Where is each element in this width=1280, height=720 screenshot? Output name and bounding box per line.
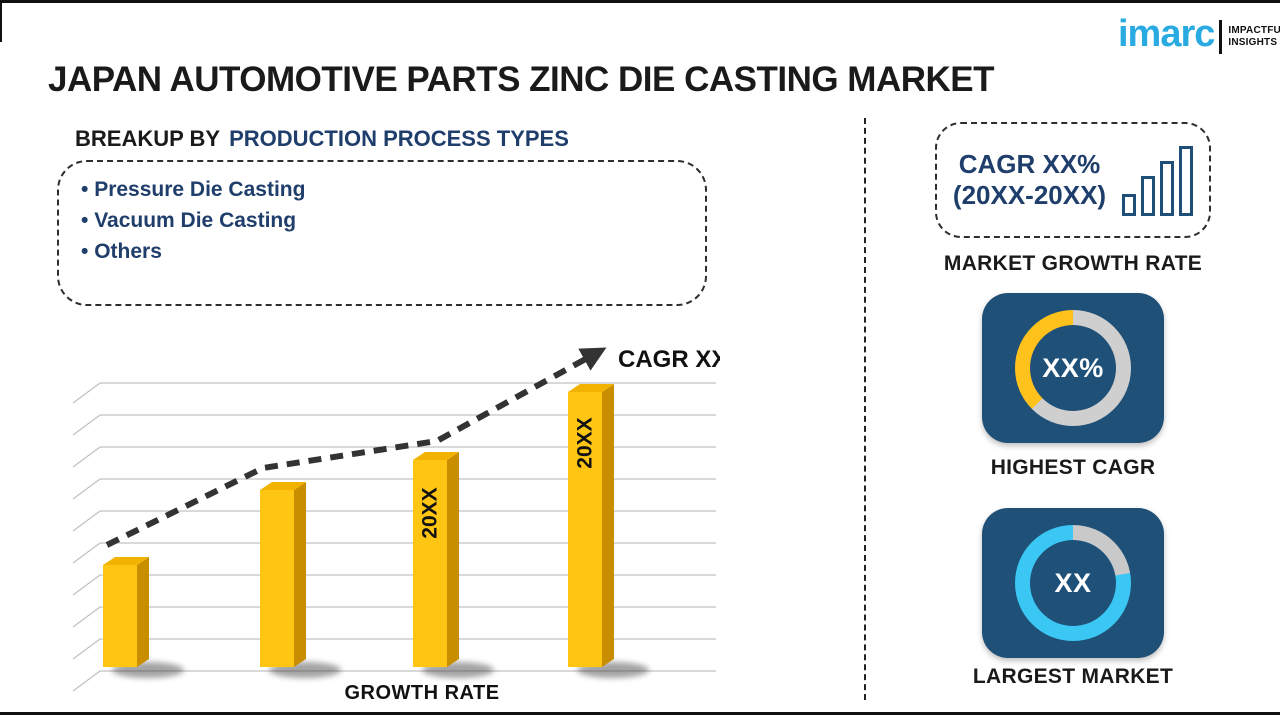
bar-year-4: 20XX <box>568 384 614 667</box>
cagr-summary-text: CAGR XX% (20XX-20XX) <box>953 149 1106 210</box>
largest-market-value: XX <box>1054 567 1092 598</box>
logo-divider-bar <box>1219 20 1223 54</box>
bar-label-20xx: 20XX <box>419 487 442 538</box>
cagr-value-line: CAGR XX% <box>958 149 1101 180</box>
bar-year-1 <box>103 557 149 667</box>
logo-tagline: IMPACTFUL INSIGHTS <box>1228 25 1280 50</box>
growth-bar-chart-svg: 20XX 20XX CAGR XX% GROWTH RATE <box>72 346 720 704</box>
largest-market-donut: XX <box>1015 525 1131 641</box>
breakup-heading-prefix: BREAKUP BY <box>75 126 221 151</box>
largest-market-caption: LARGEST MARKET <box>972 665 1174 688</box>
cagr-summary-box: CAGR XX% (20XX-20XX) <box>935 122 1211 238</box>
x-axis-label: GROWTH RATE <box>344 682 499 704</box>
highest-cagr-caption: HIGHEST CAGR <box>990 456 1156 479</box>
breakup-list-box: Pressure Die Casting Vacuum Die Casting … <box>57 160 707 306</box>
highest-cagr-tile: XX% <box>982 293 1164 443</box>
section-divider <box>864 118 866 700</box>
market-growth-rate-caption: MARKET GROWTH RATE <box>943 252 1203 275</box>
growth-bars-icon <box>1122 144 1194 216</box>
bar-year-2 <box>260 482 306 667</box>
imarc-logo-wordmark: imarc <box>1118 13 1215 55</box>
bottom-border <box>0 712 1280 715</box>
highest-cagr-donut: XX% <box>1015 310 1131 426</box>
logo-tagline-line2: INSIGHTS <box>1228 37 1278 48</box>
largest-market-tile: XX <box>982 508 1164 658</box>
highest-cagr-value: XX% <box>1042 352 1104 383</box>
left-border-fragment <box>0 0 2 42</box>
growth-rate-chart: 20XX 20XX CAGR XX% GROWTH RATE <box>40 335 720 710</box>
breakup-heading: BREAKUP BY PRODUCTION PROCESS TYPES <box>75 126 569 152</box>
cagr-trend-label: CAGR XX% <box>618 346 720 373</box>
logo-tagline-line1: IMPACTFUL <box>1228 24 1280 36</box>
list-item: Others <box>81 236 705 267</box>
breakup-heading-highlight: PRODUCTION PROCESS TYPES <box>229 126 569 151</box>
top-border <box>0 0 1280 3</box>
bar-label-20xx: 20XX <box>574 417 597 468</box>
bar-year-3: 20XX <box>413 452 459 667</box>
list-item: Pressure Die Casting <box>81 174 705 205</box>
cagr-period-line: (20XX-20XX) <box>952 180 1107 210</box>
breakup-list: Pressure Die Casting Vacuum Die Casting … <box>59 162 705 267</box>
sidebar: CAGR XX% (20XX-20XX) MARKET GROWTH RATE … <box>866 0 1280 720</box>
chart-gridlines <box>72 382 716 692</box>
imarc-logo: imarc IMPACTFUL INSIGHTS <box>1118 14 1280 54</box>
list-item: Vacuum Die Casting <box>81 205 705 236</box>
page-title: JAPAN AUTOMOTIVE PARTS ZINC DIE CASTING … <box>48 60 995 99</box>
cagr-trend-arrow <box>105 347 607 548</box>
